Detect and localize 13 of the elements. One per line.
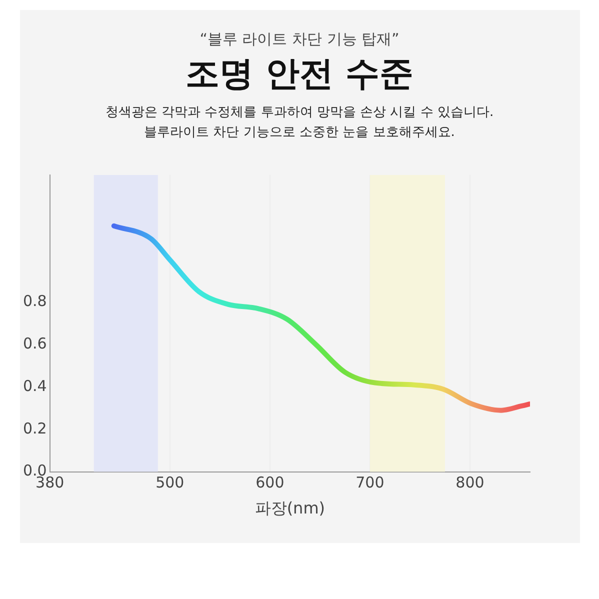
- y-tick-label: 0.4: [22, 376, 46, 395]
- y-tick-label: 0.8: [22, 292, 46, 310]
- x-tick-label: 500: [155, 474, 184, 492]
- text: 청색광은 각막과 수정체를 투과하여 망막을 손상 시킬 수 있습니다.: [104, 104, 495, 122]
- x-tick-label: 800: [455, 474, 484, 492]
- chart-subtitle: “블루 라이트 차단 기능 탑재”: [198, 30, 400, 49]
- x-tick-label: 700: [355, 474, 384, 492]
- y-tick-label: 0.6: [22, 334, 46, 352]
- x-tick-label: 600: [255, 474, 284, 492]
- y-tick-label: 0.2: [22, 419, 46, 438]
- text: 블루라이트 차단 기능으로 소중한 눈을 보호해주세요.: [143, 124, 456, 142]
- x-axis-title: 파장(nm): [254, 498, 325, 518]
- chart-title: 조명 안전 수준: [184, 53, 414, 96]
